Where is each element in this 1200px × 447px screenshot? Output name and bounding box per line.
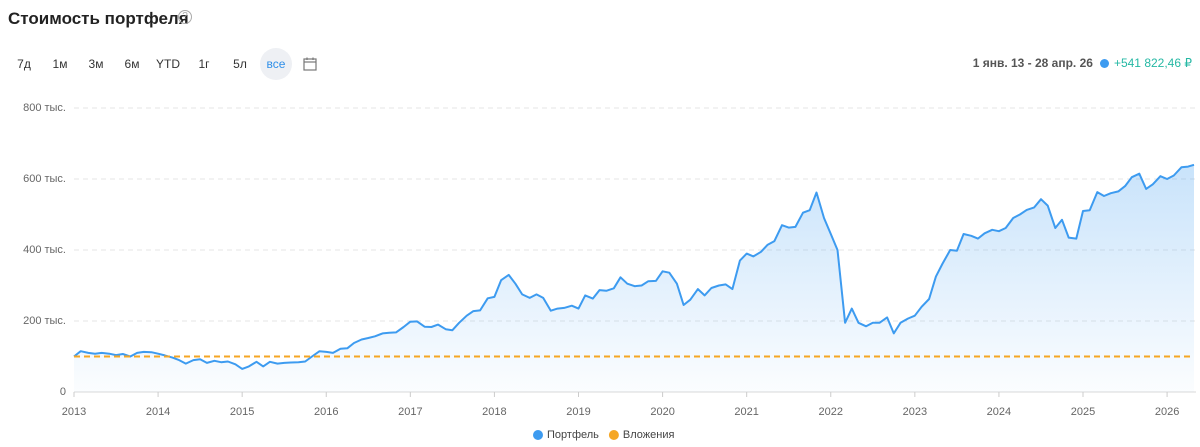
period-button[interactable]: все xyxy=(260,48,292,80)
x-tick-label: 2015 xyxy=(230,406,254,418)
area xyxy=(74,164,1194,392)
x-tick-label: 2014 xyxy=(146,406,170,418)
x-tick-label: 2026 xyxy=(1155,406,1179,418)
y-tick-label: 400 тыс. xyxy=(23,244,66,256)
y-tick-label: 800 тыс. xyxy=(23,102,66,114)
period-button[interactable]: 5л xyxy=(233,57,247,71)
legend-item[interactable]: Портфель xyxy=(533,429,599,441)
calendar-icon[interactable] xyxy=(302,56,318,72)
value-change: +541 822,46 ₽ xyxy=(1113,56,1192,70)
legend-marker xyxy=(608,430,619,440)
period-button[interactable]: 1г xyxy=(198,57,210,71)
period-selector: 7д 1м 3м 6м YTD 1г 5л все xyxy=(8,48,318,80)
y-tick-label: 0 xyxy=(60,386,66,398)
y-tick-label: 600 тыс. xyxy=(23,173,66,185)
x-tick-label: 2020 xyxy=(650,406,674,418)
period-button[interactable]: YTD xyxy=(156,57,180,71)
x-tick-label: 2021 xyxy=(734,406,758,418)
x-tick-label: 2016 xyxy=(314,406,338,418)
legend-item[interactable]: Вложения xyxy=(608,429,675,441)
line xyxy=(73,163,1195,370)
range-summary: 1 янв. 13 - 28 апр. 26 +541 822,46 ₽ xyxy=(973,56,1192,70)
x-tick-label: 2023 xyxy=(903,406,927,418)
period-button[interactable]: 3м xyxy=(88,57,104,71)
y-tick-label: 200 тыс. xyxy=(23,315,66,327)
x-tick-label: 2018 xyxy=(482,406,506,418)
date-range: 1 янв. 13 - 28 апр. 26 xyxy=(972,56,1093,70)
portfolio-dot xyxy=(1099,58,1109,68)
period-button[interactable]: 1м xyxy=(52,57,68,71)
period-button[interactable]: 7д xyxy=(17,57,31,71)
x-tick-label: 2019 xyxy=(566,406,590,418)
x-tick-label: 2013 xyxy=(62,406,86,418)
legend-marker xyxy=(533,430,543,440)
x-tick-label: 2022 xyxy=(819,406,843,418)
x-tick-label: 2024 xyxy=(987,406,1011,418)
help-icon[interactable]: ? xyxy=(178,10,192,24)
period-button[interactable]: 6м xyxy=(124,57,140,71)
x-tick-label: 2017 xyxy=(398,406,422,418)
chart-title: Стоимость портфеля xyxy=(8,9,189,28)
legend-label: Вложения xyxy=(623,429,675,441)
legend-label: Портфель xyxy=(547,429,599,441)
x-tick-label: 2025 xyxy=(1071,406,1095,418)
